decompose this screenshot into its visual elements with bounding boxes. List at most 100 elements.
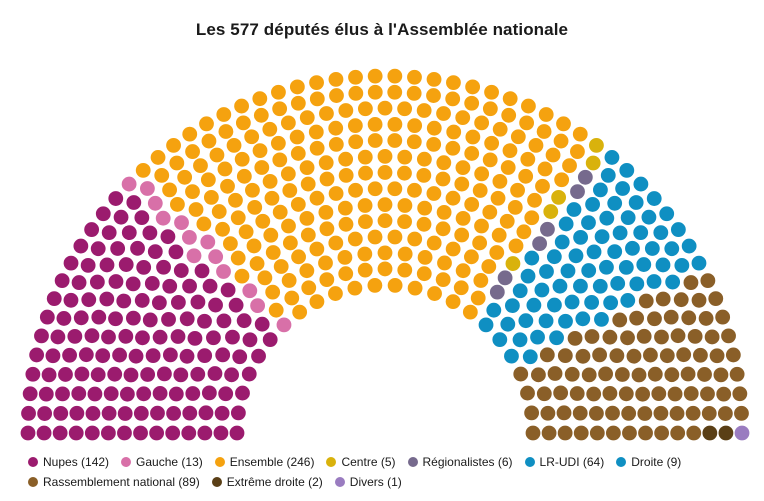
legend-item-lr-udi: LR-UDI (64) (524, 452, 604, 472)
seat-rassemblement-national (564, 366, 580, 382)
seat-extreme-droite (702, 425, 718, 441)
seat-lr-udi (573, 230, 588, 245)
seat-ensemble (309, 75, 324, 91)
seat-rassemblement-national (629, 310, 645, 326)
seat-ensemble (520, 151, 536, 167)
seat-nupes (50, 329, 66, 345)
seat-ensemble (348, 69, 363, 85)
seat-lr-udi (633, 225, 649, 241)
seat-lr-udi (478, 317, 494, 333)
seat-ensemble (492, 173, 508, 189)
legend-swatch-centre (326, 457, 337, 467)
seat-nupes (87, 386, 103, 402)
legend-label-gauche: Gauche (13) (136, 455, 203, 469)
seat-ensemble (377, 245, 393, 261)
seat-ensemble (309, 241, 325, 257)
seat-nupes (68, 425, 84, 441)
seat-ensemble (196, 216, 212, 232)
seat-lr-udi (628, 195, 644, 210)
seat-ensemble (508, 238, 524, 254)
seat-ensemble (338, 167, 354, 183)
legend-item-droite: Droite (9) (616, 452, 681, 472)
seat-rassemblement-national (573, 425, 589, 441)
seat-ensemble (473, 273, 489, 288)
seat-nupes (229, 425, 245, 441)
seat-ensemble (255, 213, 271, 229)
seat-gauche (140, 181, 155, 196)
seat-ensemble (357, 149, 373, 165)
seat-ensemble (236, 168, 252, 184)
seat-ensemble (272, 101, 288, 117)
seat-nupes (197, 348, 213, 364)
seat-rassemblement-national (569, 386, 585, 401)
seat-nupes (95, 206, 111, 222)
seat-ensemble (228, 192, 243, 208)
seat-rassemblement-national (734, 405, 749, 421)
seat-nupes (116, 293, 132, 309)
seat-rassemblement-national (553, 385, 569, 401)
seat-ensemble (162, 182, 177, 198)
seat-ensemble (491, 227, 507, 243)
seat-nupes (142, 225, 158, 241)
seat-rassemblement-national (592, 347, 608, 363)
seat-centre (585, 155, 601, 171)
seat-rassemblement-national (598, 366, 613, 382)
seat-ensemble (464, 95, 480, 111)
seat-ensemble (338, 266, 354, 282)
seat-ensemble (453, 280, 469, 296)
seat-lr-udi (664, 241, 680, 257)
seat-nupes (232, 349, 248, 365)
seat-lr-udi (526, 297, 542, 313)
seat-ensemble (470, 290, 486, 306)
seat-nupes (63, 292, 79, 308)
seat-ensemble (377, 148, 393, 164)
seat-lr-udi (552, 278, 568, 294)
seat-ensemble (235, 115, 251, 131)
seat-ensemble (562, 158, 577, 174)
seat-ensemble (554, 172, 570, 188)
seat-ensemble (234, 151, 250, 167)
seat-ensemble (263, 227, 279, 243)
seat-ensemble (348, 182, 363, 198)
seat-ensemble (328, 286, 343, 301)
seat-rassemblement-national (605, 405, 620, 421)
seat-rassemblement-national (612, 312, 628, 328)
seat-lr-udi (504, 348, 519, 364)
seat-ensemble (282, 183, 298, 198)
seat-nupes (45, 348, 61, 364)
seat-ensemble (265, 245, 281, 260)
seat-ensemble (417, 200, 433, 216)
seat-rassemblement-national (513, 366, 529, 382)
seat-ensemble (387, 84, 403, 100)
seat-ensemble (521, 98, 536, 114)
seat-ensemble (328, 136, 344, 152)
seat-lr-udi (538, 313, 554, 329)
seat-ensemble (252, 143, 268, 159)
seat-ensemble (308, 124, 324, 140)
seat-rassemblement-national (716, 386, 732, 402)
seat-ensemble (407, 118, 423, 134)
seat-nupes (113, 209, 129, 225)
seat-ensemble (367, 229, 383, 245)
seat-nupes (162, 347, 178, 363)
seat-ensemble (397, 246, 413, 262)
seat-ensemble (474, 218, 489, 234)
seat-rassemblement-national (620, 330, 635, 346)
seat-gauche (242, 283, 258, 299)
seat-nupes (215, 347, 231, 363)
seat-ensemble (406, 134, 422, 150)
seat-ensemble (553, 133, 569, 149)
seat-lr-udi (524, 250, 540, 266)
seat-lr-udi (512, 332, 528, 348)
seat-centre (551, 189, 567, 205)
seat-ensemble (299, 210, 315, 226)
seat-droite (691, 255, 707, 271)
seat-nupes (136, 259, 152, 275)
seat-ensemble (357, 262, 373, 278)
seat-nupes (160, 229, 176, 245)
seat-ensemble (484, 84, 499, 100)
seat-lr-udi (566, 202, 582, 217)
seat-lr-udi (534, 282, 550, 298)
seat-ensemble (445, 140, 461, 156)
seat-lr-udi (600, 167, 616, 183)
